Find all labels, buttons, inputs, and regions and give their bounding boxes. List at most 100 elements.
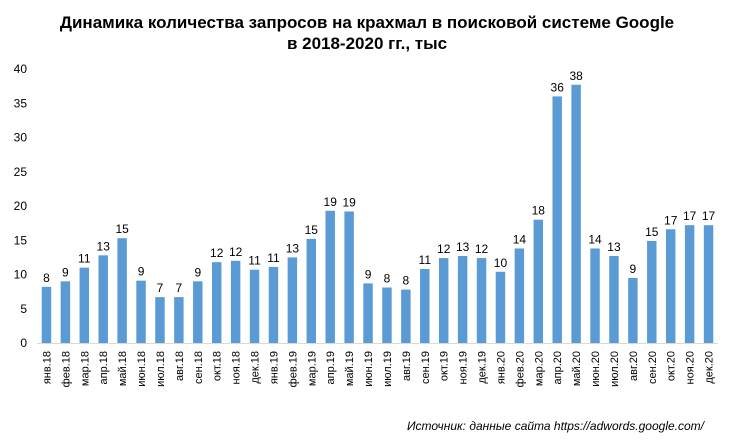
x-tick-label: июн.18 bbox=[136, 351, 148, 387]
data-label: 36 bbox=[551, 80, 565, 94]
y-tick-label: 40 bbox=[14, 62, 28, 76]
bar bbox=[98, 255, 108, 343]
data-label: 15 bbox=[115, 222, 129, 236]
x-tick-label: фев.20 bbox=[514, 351, 526, 387]
bar bbox=[495, 271, 506, 343]
bar bbox=[41, 286, 52, 343]
x-tick-label: янв.19 bbox=[268, 351, 280, 384]
y-axis-tick-labels: 0 5 10 15 20 25 30 35 40 bbox=[14, 62, 28, 350]
x-tick-label: май.18 bbox=[117, 351, 129, 386]
bar bbox=[665, 229, 676, 343]
x-tick-label: окт.18 bbox=[212, 351, 224, 381]
bar bbox=[476, 258, 487, 343]
x-tick-label: авг.19 bbox=[401, 351, 413, 381]
x-tick-label: фев.18 bbox=[60, 351, 72, 387]
x-tick-label: июл.18 bbox=[155, 351, 167, 387]
bars bbox=[41, 84, 714, 344]
data-label: 15 bbox=[645, 225, 659, 239]
data-label: 8 bbox=[403, 274, 410, 288]
bar bbox=[174, 297, 184, 343]
data-label: 7 bbox=[176, 281, 183, 295]
bar bbox=[533, 219, 544, 343]
bar bbox=[703, 225, 714, 343]
bar bbox=[438, 258, 449, 343]
bar bbox=[609, 256, 619, 343]
x-tick-label: сен.20 bbox=[647, 351, 659, 384]
chart-title-line-1: Динамика количества запросов на крахмал … bbox=[59, 13, 675, 32]
y-tick-label: 5 bbox=[20, 302, 27, 316]
data-label: 11 bbox=[248, 254, 261, 268]
chart-title-line-2: в 2018-2020 гг., тыс bbox=[286, 34, 448, 53]
data-label: 11 bbox=[267, 251, 280, 265]
x-tick-label: окт.20 bbox=[666, 351, 678, 381]
x-tick-label: июл.20 bbox=[609, 351, 621, 387]
bar bbox=[457, 256, 468, 343]
x-tick-label: июн.20 bbox=[590, 351, 602, 387]
data-label: 12 bbox=[229, 245, 243, 259]
x-tick-label: янв.20 bbox=[495, 351, 507, 384]
bar bbox=[287, 257, 298, 343]
data-label: 8 bbox=[43, 271, 50, 285]
x-tick-label: фев.19 bbox=[287, 351, 299, 387]
data-label: 9 bbox=[138, 265, 145, 279]
x-tick-label: июл.19 bbox=[382, 351, 394, 387]
data-label: 12 bbox=[437, 242, 451, 256]
bar bbox=[268, 266, 279, 343]
bar bbox=[401, 289, 411, 343]
bar bbox=[590, 248, 600, 343]
x-tick-label: окт.19 bbox=[439, 351, 451, 381]
data-label: 8 bbox=[384, 272, 391, 286]
data-label: 13 bbox=[456, 240, 470, 254]
x-tick-label: июн.19 bbox=[363, 351, 375, 387]
data-label: 18 bbox=[532, 204, 546, 218]
x-tick-label: ноя.18 bbox=[231, 351, 243, 384]
bar bbox=[363, 283, 373, 343]
bar bbox=[155, 297, 165, 343]
bar bbox=[514, 248, 525, 343]
data-label: 17 bbox=[664, 213, 678, 227]
data-label: 9 bbox=[365, 267, 372, 281]
x-tick-label: авг.18 bbox=[174, 351, 186, 381]
bar bbox=[382, 287, 392, 343]
bar bbox=[230, 260, 241, 343]
x-tick-label: мар.19 bbox=[306, 351, 318, 386]
data-label: 17 bbox=[683, 209, 697, 223]
x-tick-label: дек.20 bbox=[704, 351, 716, 384]
data-label: 11 bbox=[419, 253, 432, 267]
x-tick-label: апр.19 bbox=[325, 351, 337, 384]
bar bbox=[136, 280, 146, 343]
x-tick-label: сен.18 bbox=[193, 351, 205, 384]
bar bbox=[552, 96, 562, 344]
bar bbox=[79, 267, 90, 343]
bar bbox=[628, 277, 638, 343]
bar bbox=[684, 225, 695, 343]
x-tick-label: мар.20 bbox=[533, 351, 545, 386]
y-tick-label: 0 bbox=[20, 336, 27, 350]
data-label: 10 bbox=[494, 256, 508, 270]
x-tick-label: янв.18 bbox=[41, 351, 53, 384]
data-label: 12 bbox=[210, 246, 224, 260]
bar bbox=[60, 281, 71, 343]
x-tick-label: дек.18 bbox=[250, 351, 262, 384]
x-tick-label: дек.19 bbox=[477, 351, 489, 384]
bar bbox=[249, 269, 260, 343]
data-label: 13 bbox=[286, 241, 300, 255]
data-label: 9 bbox=[62, 265, 69, 279]
y-tick-label: 15 bbox=[14, 233, 28, 247]
x-tick-label: мар.18 bbox=[79, 351, 91, 386]
data-label: 38 bbox=[569, 69, 583, 83]
x-tick-label: авг.20 bbox=[628, 351, 640, 381]
data-label: 17 bbox=[702, 209, 716, 223]
bar bbox=[211, 262, 222, 343]
x-tick-label: май.20 bbox=[571, 351, 583, 386]
bar bbox=[325, 210, 335, 343]
data-label: 13 bbox=[607, 240, 621, 254]
data-label: 13 bbox=[97, 239, 111, 253]
y-tick-label: 35 bbox=[14, 96, 28, 110]
bar bbox=[344, 211, 354, 343]
data-label: 9 bbox=[194, 265, 201, 279]
source-note: Источник: данные сайта https://adwords.g… bbox=[406, 419, 704, 433]
data-label: 12 bbox=[475, 242, 489, 256]
